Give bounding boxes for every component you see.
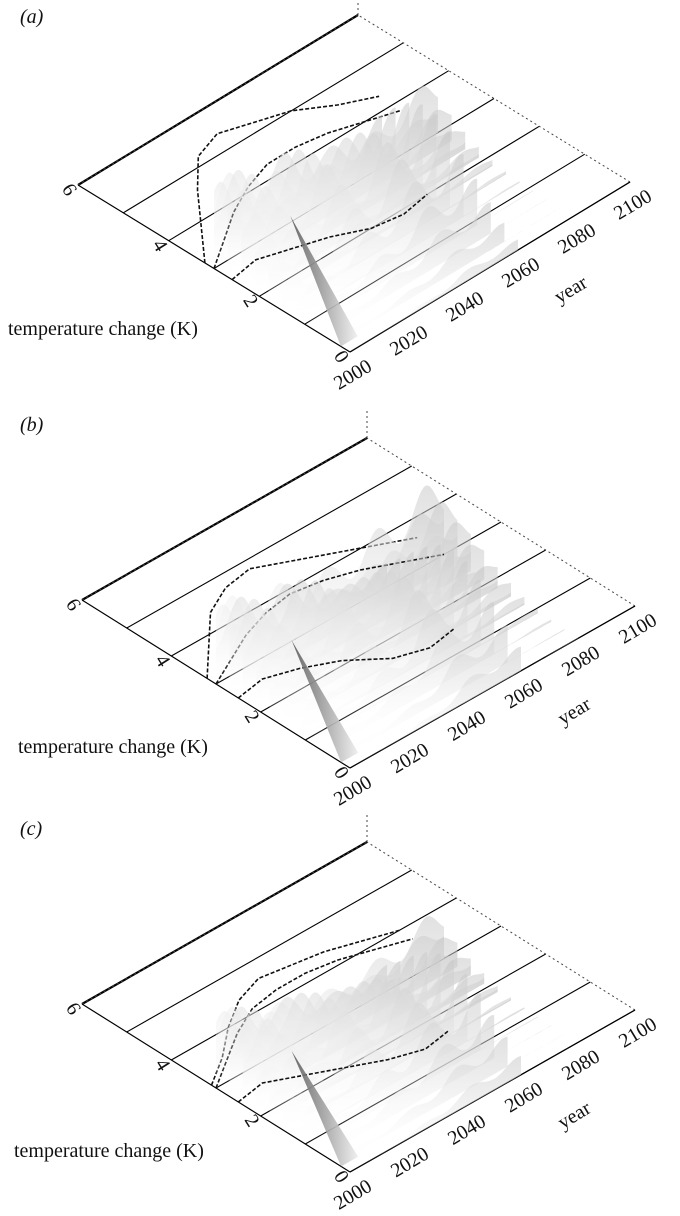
- x-tick-label-b-1: 2020: [387, 739, 433, 778]
- y-tick-label-a-3: 6: [57, 180, 81, 200]
- ridge-slice-c-0-2: [323, 1015, 495, 1156]
- y-tick-label-a-1: 2: [238, 291, 262, 311]
- y-tick-label-a-2: 4: [148, 235, 172, 255]
- ridge-slice-b-0-1: [336, 625, 508, 760]
- y-axis-label-c: temperature change (K): [14, 1140, 204, 1162]
- x-tick-label-b-5: 2100: [615, 609, 661, 648]
- ridge-slice-c-0-3: [309, 993, 481, 1147]
- grid-line-b-6: [81, 437, 368, 601]
- ridge-slice-a-0-5: [282, 131, 450, 311]
- ridge-slice-b-0-4: [296, 561, 468, 735]
- grid-line-c-6: [81, 841, 368, 1005]
- x-tick-label-b-3: 2060: [501, 674, 547, 713]
- panel-label-b: (b): [20, 414, 44, 436]
- front-wedge-a: [290, 216, 358, 347]
- y-tick-label-b-3: 6: [61, 595, 85, 615]
- y-tick-label-b-2: 4: [150, 651, 174, 671]
- ridge-slice-b-0-5: [283, 549, 454, 726]
- ridge-slice-a-0-0: [350, 239, 518, 352]
- grid-line-a-6: [77, 14, 359, 186]
- y-tick-label-c-3: 6: [61, 999, 85, 1019]
- ridge-slice-b-0-2: [323, 602, 495, 752]
- grid-line-b-5: [126, 465, 412, 629]
- x-axis-label-a: year: [550, 271, 591, 308]
- ridge-slice-b-0-3: [309, 579, 481, 743]
- front-wedge-b: [291, 640, 359, 763]
- x-axis-label-b: year: [554, 693, 595, 730]
- grid-line-c-5: [126, 869, 412, 1033]
- front-wedge-c: [291, 1050, 359, 1167]
- ridge-slice-a-0-1: [336, 222, 505, 344]
- x-tick-label-c-1: 2020: [387, 1143, 433, 1182]
- x-tick-label-c-4: 2080: [558, 1046, 604, 1085]
- ridge-trace-a-0: [231, 193, 428, 281]
- panel-label-a: (a): [20, 6, 44, 28]
- chart-panel-b: 0 2 4 6 2000 2020 2040 2060 2080 2100 year (b) tem…: [0, 408, 680, 808]
- x-tick-label-a-2: 2040: [442, 287, 488, 326]
- x-tick-label-c-2: 2040: [444, 1110, 490, 1149]
- y-axis-label-a: temperature change (K): [8, 318, 198, 340]
- ridge-trace-a-2: [196, 95, 380, 263]
- right-edge-a: [357, 14, 631, 183]
- x-tick-label-b-4: 2080: [558, 642, 604, 681]
- ridge-slice-c-0-0: [350, 1055, 521, 1172]
- y-tick-label-b-1: 2: [240, 707, 264, 727]
- ridge-slice-a-0-2: [322, 202, 491, 336]
- panel-label-c: (c): [20, 818, 43, 840]
- ridge-slice-a-0-3: [309, 178, 478, 327]
- x-tick-label-c-5: 2100: [615, 1013, 661, 1052]
- x-axis-label-c: year: [554, 1097, 595, 1134]
- x-tick-label-b-2: 2040: [444, 706, 490, 745]
- y-tick-label-c-1: 2: [240, 1111, 264, 1131]
- x-tick-label-a-1: 2020: [386, 321, 432, 360]
- ridge-trace-b-0: [237, 628, 455, 699]
- x-tick-label-c-3: 2060: [501, 1078, 547, 1117]
- ridge-trace-b-2: [206, 536, 418, 679]
- ridge-slice-c-0-4: [296, 974, 468, 1139]
- chart-panel-c: 0 2 4 6 2000 2020 2040 2060 2080 2100 year (c) tem…: [0, 812, 680, 1212]
- ridge-trace-c-0: [237, 1029, 450, 1103]
- ridge-slice-c-0-1: [336, 1036, 508, 1164]
- x-tick-label-a-5: 2100: [610, 185, 656, 224]
- ridge-slice-a-0-4: [295, 154, 464, 319]
- ridge-slice-c-0-5: [283, 960, 454, 1130]
- x-tick-label-a-3: 2060: [498, 253, 544, 292]
- ridge-slice-b-0-0: [350, 646, 521, 768]
- grid-line-a-5: [123, 42, 404, 214]
- x-tick-label-a-4: 2080: [554, 219, 600, 258]
- y-axis-label-b: temperature change (K): [18, 736, 208, 758]
- y-tick-label-c-2: 4: [150, 1055, 174, 1075]
- chart-panel-a: 0 2 4 6 2000 2020 2040 2060 2080 2100 year (a) tem…: [0, 0, 680, 400]
